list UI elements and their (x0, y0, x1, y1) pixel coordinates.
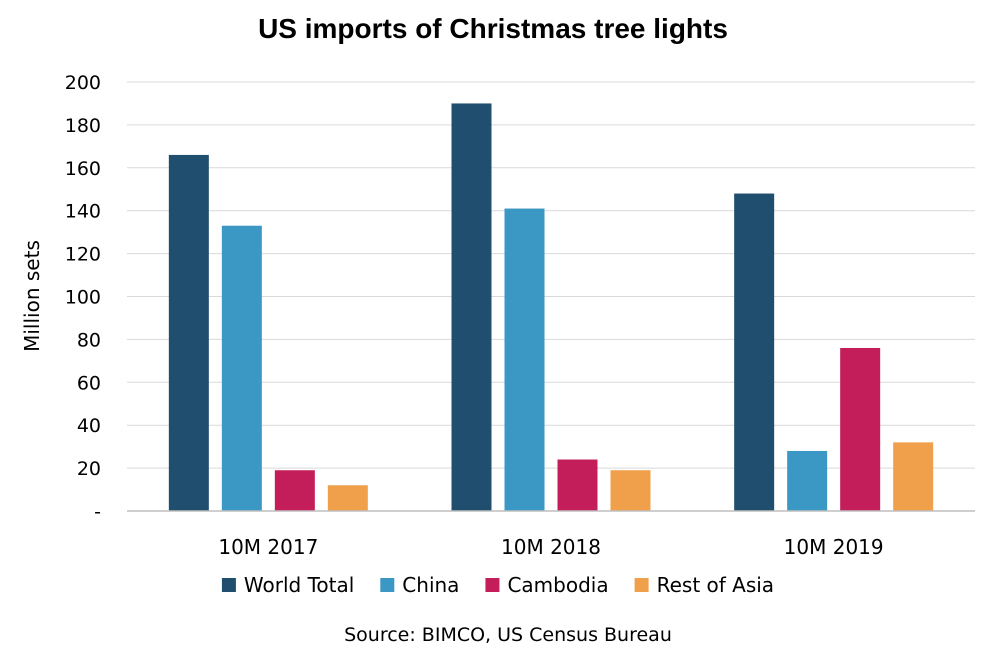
legend: World Total China Cambodia Rest of Asia (221, 573, 774, 597)
bar-layer (168, 103, 934, 512)
bar-rest-of-asia (610, 470, 651, 511)
bar-china (787, 450, 828, 511)
bar-world-total (734, 193, 775, 512)
legend-swatch (380, 578, 395, 592)
legend-swatch (221, 578, 236, 592)
y-tick-label: 100 (65, 287, 101, 309)
y-tick-label: 200 (65, 72, 101, 94)
y-tick-labels: - 20 40 60 80 100 120 140 160 180 200 (65, 72, 101, 523)
y-tick-label: 80 (77, 329, 101, 351)
bar-china (504, 208, 545, 511)
y-tick-label: 40 (77, 415, 101, 437)
x-category-label: 10M 2018 (501, 535, 601, 559)
legend-swatch (634, 578, 649, 592)
x-category-label: 10M 2017 (218, 535, 318, 559)
bar-rest-of-asia (327, 485, 368, 511)
bar-world-total (168, 154, 209, 511)
bar-rest-of-asia (893, 442, 934, 511)
chart-title: US imports of Christmas tree lights (258, 13, 728, 44)
y-tick-label: 120 (65, 244, 101, 266)
y-tick-label: 140 (65, 201, 101, 223)
x-category-label: 10M 2019 (784, 535, 884, 559)
legend-item: Rest of Asia (634, 573, 774, 597)
source-note: Source: BIMCO, US Census Bureau (344, 624, 672, 646)
y-tick-label: 20 (77, 458, 101, 480)
legend-item: China (380, 573, 459, 597)
y-tick-label: 160 (65, 158, 101, 180)
legend-item: World Total (221, 573, 354, 597)
y-axis-title: Million sets (20, 240, 44, 352)
legend-label: Cambodia (507, 573, 608, 597)
y-tick-label: - (94, 501, 101, 523)
bar-cambodia (557, 459, 598, 511)
y-tick-label: 180 (65, 115, 101, 137)
legend-label: Rest of Asia (657, 573, 774, 597)
legend-label: China (402, 573, 459, 597)
category-labels: 10M 2017 10M 2018 10M 2019 (218, 535, 883, 559)
legend-swatch (485, 578, 500, 592)
grid-layer (127, 81, 975, 469)
y-tick-label: 60 (77, 372, 101, 394)
legend-item: Cambodia (485, 573, 609, 597)
legend-label: World Total (244, 573, 354, 597)
bar-china (221, 225, 262, 511)
bar-world-total (451, 103, 492, 511)
bar-cambodia (274, 470, 315, 511)
bar-cambodia (840, 347, 881, 511)
